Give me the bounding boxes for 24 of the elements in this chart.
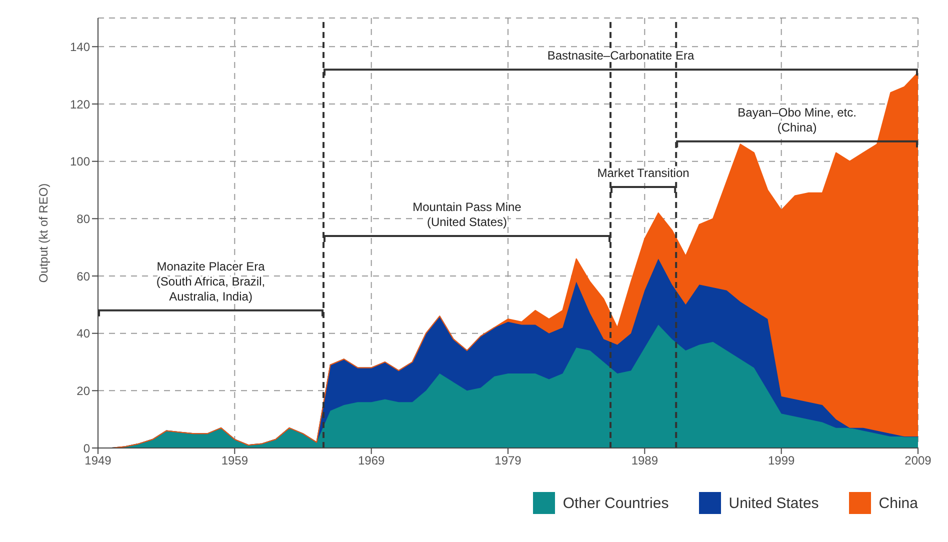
x-tick-label: 1959 xyxy=(221,454,248,468)
y-tick-label: 20 xyxy=(76,384,90,398)
legend-label: Other Countries xyxy=(562,494,669,512)
annotation: Monazite Placer Era (South Africa, Brazil, Australia, India) xyxy=(156,259,266,304)
x-tick-label: 1979 xyxy=(494,454,522,468)
x-tick-label: 1969 xyxy=(358,454,386,468)
y-tick-label: 140 xyxy=(70,40,90,54)
annotation: Bastnasite–Carbonatite Era xyxy=(547,48,694,63)
x-tick-label: 1989 xyxy=(631,454,658,468)
annotation: Mountain Pass Mine (United States) xyxy=(412,200,522,230)
y-tick-label: 40 xyxy=(76,326,90,341)
y-tick-label: 100 xyxy=(70,154,90,169)
legend-label: United States xyxy=(728,494,819,512)
annotation: Market Transition xyxy=(597,166,690,180)
legend-label: China xyxy=(878,494,918,512)
y-tick-label: 0 xyxy=(83,441,90,456)
annotation: Bayan–Obo Mine, etc. (China) xyxy=(738,105,856,134)
y-tick-label: 60 xyxy=(76,269,90,284)
x-tick-label: 2009 xyxy=(904,454,932,468)
y-axis-title: Output (kt of REO) xyxy=(36,183,50,283)
y-tick-label: 80 xyxy=(76,212,90,226)
x-tick-label: 1949 xyxy=(84,454,112,468)
y-tick-label: 120 xyxy=(70,97,90,112)
x-tick-label: 1999 xyxy=(768,454,796,468)
